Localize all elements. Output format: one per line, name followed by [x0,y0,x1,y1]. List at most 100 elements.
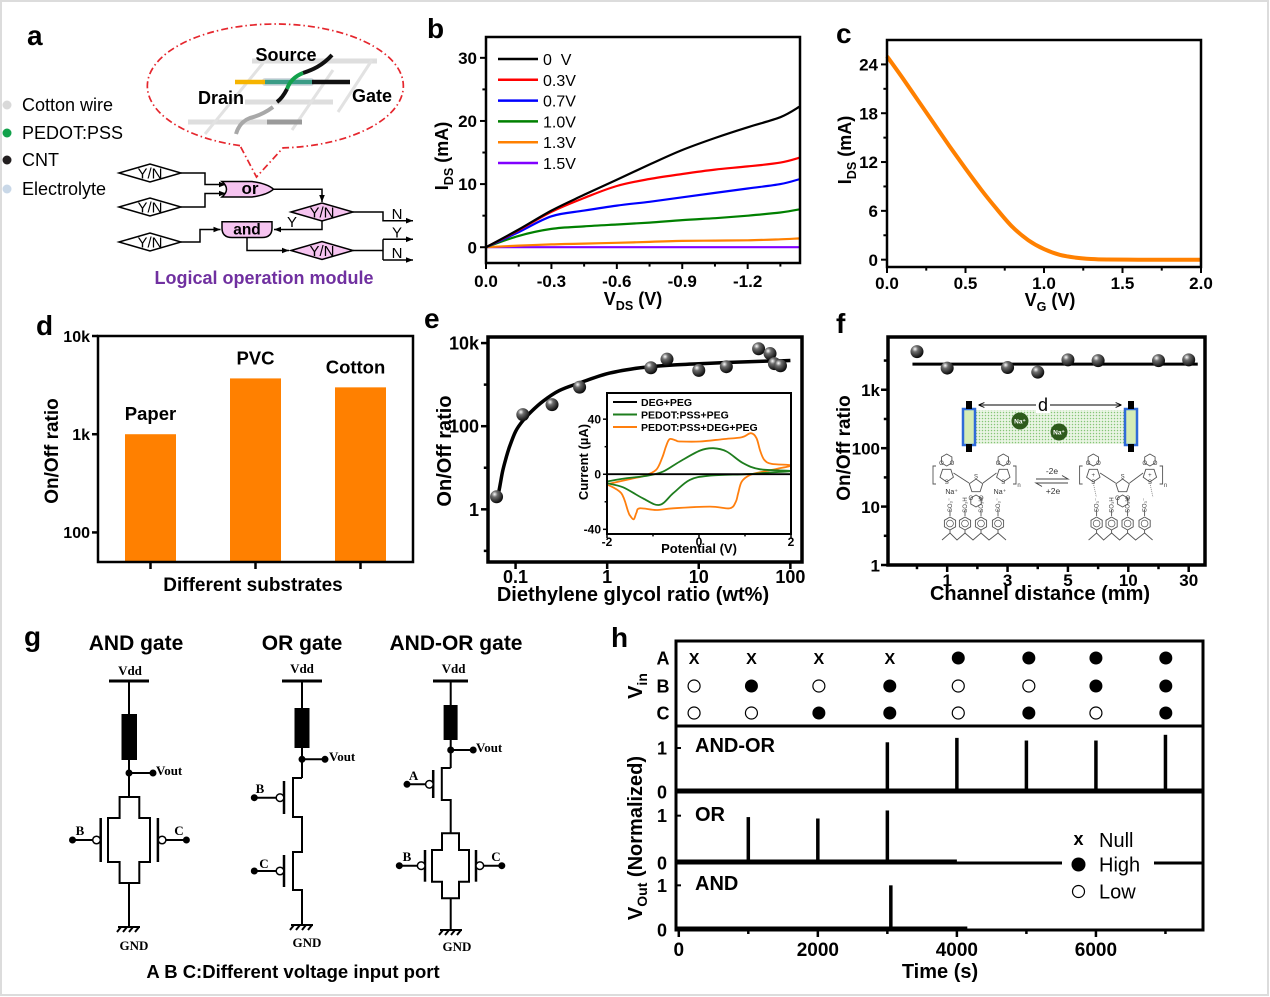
vout-axis-label-subscript: Out [634,882,650,906]
x-tick-label: -1.2 [733,272,762,291]
high-state-marker [1022,651,1036,665]
input-decision-diamond [116,232,184,252]
y-axis-label: On/Off ratio [42,398,63,504]
y-tick-label: -40 [584,523,602,537]
sulfur-atom: S [945,480,949,486]
y-axis-label-symbol: I [835,179,855,184]
thiophene-ring [939,468,954,483]
data-point [940,361,954,375]
bar-paper [125,434,176,562]
y-tick-label: 30 [458,49,477,68]
aromatic-circle [994,519,1002,528]
x-tick-label: 1.0 [1032,274,1056,293]
y-tick-label: 18 [859,104,878,123]
legend-label-3: 1.0V [543,114,576,131]
legend-label-2: PEDOT:PSS+DEG+PEG [641,422,758,434]
oxygen-atom: O [1125,496,1130,502]
oxidation-arrow [1036,475,1070,480]
gate-b-bubble [91,835,102,845]
flow-arrow [181,172,226,188]
sulfonate-group-label: SO₃H [963,497,969,512]
x-tick-label: 1 [942,571,951,590]
x-axis-label: Time (s) [902,961,978,983]
data-point [490,490,504,504]
sulfonate-group-label: SO₃⁻ [996,498,1002,512]
x-tick-label: 0 [696,535,703,549]
legend-label-1: PEDOT:PSS+PEG [641,410,729,422]
high-state-marker [812,706,826,720]
y-tick-label: 10k [449,334,480,354]
y-axis-label-subscript: DS [442,168,456,186]
sulfur-atom: S [1121,475,1125,481]
thiophene-ring [996,468,1011,483]
high-state-marker [1159,651,1173,665]
and-gate-schematic [69,679,190,933]
ring-link [1099,472,1116,484]
legend-low-symbol [1071,884,1086,899]
flow-arrow [273,188,325,202]
pedot-pss-swatch [2,128,12,138]
load-resistor [443,705,458,740]
branch-yes-label: Y [287,214,297,231]
y-tick-label: 1 [871,556,880,575]
data-point [1091,354,1105,368]
y-tick-label: 1k [861,381,880,400]
data-point [763,347,777,361]
oxygen-atom: O [1115,496,1120,502]
y-axis-label: Current (µA) [576,424,591,500]
vdd-label: Vdd [290,661,315,676]
sodium-ion [1011,412,1029,430]
data-point [644,361,658,375]
oxygen-atom: O [1142,461,1147,467]
legend-cotton-wire-label: Cotton wire [22,95,113,115]
input-decision-diamond [116,163,184,183]
aromatic-circle [1123,519,1132,528]
right-fiber-electrode-bottom-contact [1128,444,1134,452]
thiophene-ring [1115,478,1130,493]
or-gate-label: or [242,179,259,198]
input-decision-label: Y/N [137,200,162,217]
chart-f-channel-distance: dNa⁺Na⁺SOOSOOSOOnSO₃⁻SO₃HSO₃HSO₃⁻Na⁺Na⁺S… [834,335,1207,605]
input-b-label: B [403,849,412,864]
repeat-brackets [932,465,1017,485]
cotton-wire-swatch [2,100,12,110]
y-axis-label-subscript: DS [845,162,859,180]
panel-label-g: g [24,621,41,652]
y-tick-label: 20 [458,112,477,131]
legend-null-symbol: x [1073,829,1083,849]
y-tick-label: 6 [869,202,878,221]
gate-b-bubble [275,793,285,803]
series-curve-2 [485,177,801,249]
output-decision-label: Y/N [309,205,334,222]
positive-charge: + [1092,473,1096,479]
plot-frame [484,35,802,265]
load-resistor [121,714,137,760]
bar-category-label: Paper [125,403,176,424]
high-state-marker [1159,706,1173,720]
x-axis-label-subscript: G [1037,300,1047,314]
channel-schematic-inset: dNa⁺Na⁺SOOSOOSOOnSO₃⁻SO₃HSO₃HSO₃⁻Na⁺Na⁺S… [932,395,1167,541]
panel-g-circuits: AND gate OR gate AND-OR gate Vdd Vout B … [69,632,523,982]
dioxane-ring [997,453,1009,467]
input-a-terminal [403,780,411,788]
x-tick-label: 6000 [1075,940,1117,961]
x-tick-label: 5 [1063,571,1072,590]
zoom-callout-bubble [146,23,405,179]
data-point [719,360,733,374]
distance-label-background [1036,396,1050,413]
y-tick-label: 0 [657,921,667,941]
source-cnt-wire [302,53,334,75]
ionic-interaction [1149,482,1154,498]
vout-terminal [321,755,329,763]
oxygen-atom: O [1006,461,1011,467]
or-gate-schematic [250,679,329,931]
repeat-unit-label: n [1164,483,1167,489]
y-axis-label: IDS (mA) [835,116,859,185]
output-node [125,769,133,777]
gate-c-bubble [157,835,167,845]
sodium-ion-label: Na⁺ [1053,430,1065,437]
and-gate-label: and [233,222,261,239]
vout-axis-label: VOut (Normalized) [625,756,650,920]
input-b-terminal [250,794,258,802]
